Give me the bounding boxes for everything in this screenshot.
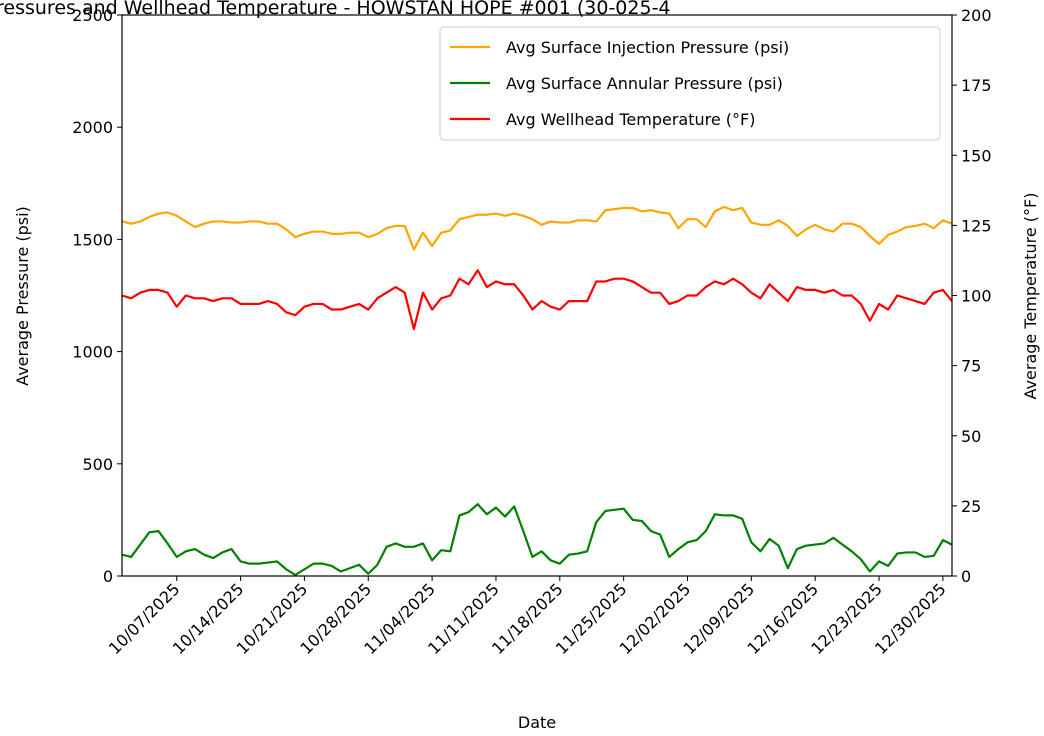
y-tick-label: 1500 — [72, 230, 113, 249]
series-line — [122, 269, 952, 331]
legend-label: Avg Surface Annular Pressure (psi) — [506, 74, 783, 93]
chart-title: ressures and Wellhead Temperature - HOWS… — [0, 0, 671, 19]
y2-tick-label: 150 — [961, 146, 992, 165]
legend-label: Avg Surface Injection Pressure (psi) — [506, 38, 789, 57]
y2-tick-label: 0 — [961, 567, 971, 586]
y2-tick-label: 100 — [961, 287, 992, 306]
y2-tick-label: 25 — [961, 497, 981, 516]
y2-axis-label: Average Temperature (°F) — [1021, 193, 1040, 400]
y-tick-label: 0 — [103, 567, 113, 586]
y2-tick-label: 50 — [961, 427, 981, 446]
x-axis-label: Date — [518, 713, 556, 732]
y-axis-label: Average Pressure (psi) — [13, 206, 32, 386]
legend-box — [439, 26, 941, 141]
y2-tick-label: 200 — [961, 6, 992, 25]
y2-tick-label: 175 — [961, 76, 992, 95]
series-line — [122, 503, 952, 576]
legend-label: Avg Wellhead Temperature (°F) — [506, 110, 756, 129]
y-tick-label: 2000 — [72, 118, 113, 137]
y2-tick-label: 75 — [961, 357, 981, 376]
y-tick-label: 500 — [82, 455, 113, 474]
y-tick-label: 1000 — [72, 343, 113, 362]
series-line — [122, 205, 952, 251]
y2-tick-label: 125 — [961, 216, 992, 235]
y-tick-label: 2500 — [72, 6, 113, 25]
